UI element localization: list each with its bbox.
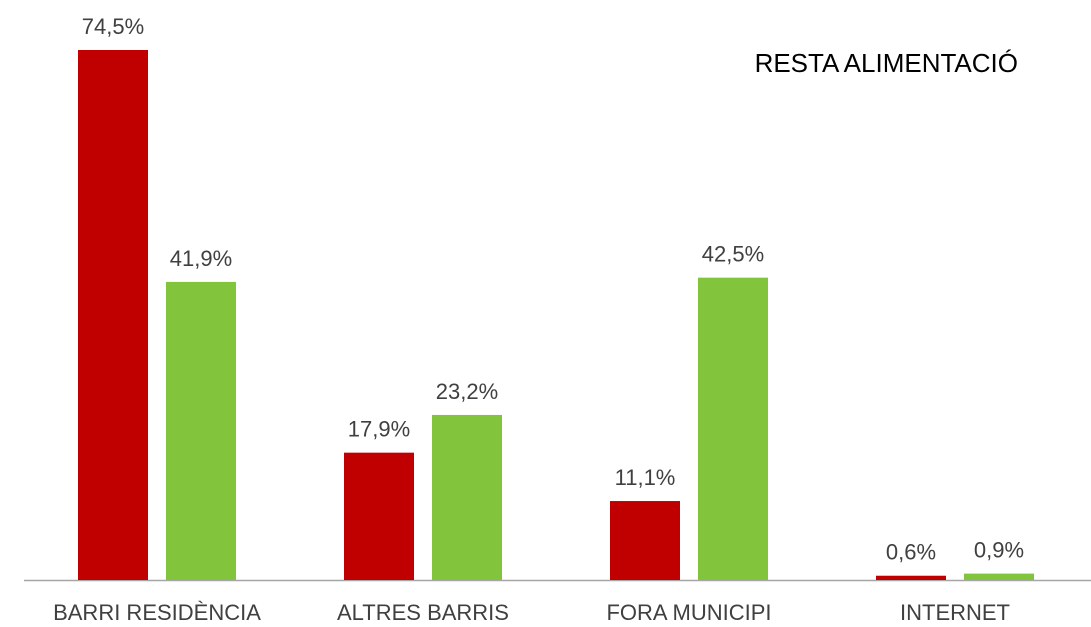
value-label: 42,5% [702,242,764,267]
bar [698,277,768,580]
bar [432,414,502,580]
bar [876,575,946,580]
x-tick-label: ALTRES BARRIS [337,600,509,625]
value-label: 41,9% [170,246,232,271]
x-tick-label: BARRI RESIDÈNCIA [53,600,261,625]
bar [166,281,236,580]
value-label: 74,5% [82,14,144,39]
value-label: 0,6% [886,540,936,565]
chart-title: RESTA ALIMENTACIÓ [755,48,1018,78]
x-tick-label: FORA MUNICIPI [606,600,771,625]
value-label: 0,9% [974,538,1024,563]
x-tick-label: INTERNET [900,600,1010,625]
value-label: 11,1% [615,465,676,490]
bar [344,452,414,580]
value-label: 17,9% [348,417,410,442]
bar [78,50,148,580]
bar [964,573,1034,580]
value-label: 23,2% [436,379,498,404]
bar [610,501,680,580]
